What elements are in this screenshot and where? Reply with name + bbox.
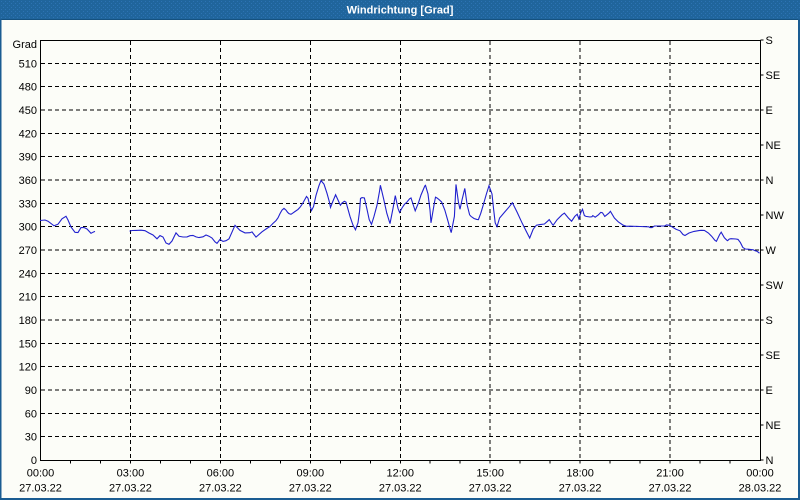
svg-text:21:00: 21:00 — [656, 468, 684, 480]
svg-text:S: S — [766, 315, 773, 327]
svg-text:SE: SE — [766, 70, 781, 82]
svg-text:00:00: 00:00 — [746, 468, 774, 480]
svg-text:S: S — [766, 35, 773, 47]
svg-text:27.03.22: 27.03.22 — [469, 483, 512, 495]
svg-text:00:00: 00:00 — [27, 468, 55, 480]
svg-text:Grad: Grad — [13, 39, 37, 51]
svg-text:240: 240 — [19, 268, 37, 280]
svg-text:510: 510 — [19, 58, 37, 70]
svg-text:15:00: 15:00 — [476, 468, 504, 480]
svg-text:210: 210 — [19, 292, 37, 304]
svg-text:N: N — [766, 455, 774, 467]
svg-text:120: 120 — [19, 362, 37, 374]
svg-text:27.03.22: 27.03.22 — [559, 483, 602, 495]
svg-text:E: E — [766, 385, 773, 397]
svg-text:03:00: 03:00 — [117, 468, 145, 480]
svg-text:0: 0 — [31, 455, 37, 467]
svg-text:27.03.22: 27.03.22 — [19, 483, 62, 495]
svg-text:30: 30 — [25, 432, 37, 444]
svg-text:W: W — [766, 245, 777, 257]
svg-text:SE: SE — [766, 350, 781, 362]
svg-text:90: 90 — [25, 385, 37, 397]
svg-text:420: 420 — [19, 128, 37, 140]
svg-text:180: 180 — [19, 315, 37, 327]
svg-text:SW: SW — [766, 280, 784, 292]
svg-text:150: 150 — [19, 338, 37, 350]
svg-text:27.03.22: 27.03.22 — [649, 483, 692, 495]
svg-text:28.03.22: 28.03.22 — [739, 483, 782, 495]
svg-text:NE: NE — [766, 420, 781, 432]
svg-text:N: N — [766, 175, 774, 187]
svg-text:06:00: 06:00 — [207, 468, 235, 480]
svg-text:360: 360 — [19, 175, 37, 187]
svg-text:NW: NW — [766, 210, 785, 222]
svg-text:270: 270 — [19, 245, 37, 257]
svg-text:09:00: 09:00 — [297, 468, 325, 480]
svg-text:27.03.22: 27.03.22 — [109, 483, 152, 495]
svg-text:450: 450 — [19, 105, 37, 117]
svg-text:480: 480 — [19, 82, 37, 94]
svg-text:NE: NE — [766, 140, 781, 152]
svg-text:390: 390 — [19, 152, 37, 164]
svg-text:E: E — [766, 105, 773, 117]
svg-text:27.03.22: 27.03.22 — [289, 483, 332, 495]
svg-text:27.03.22: 27.03.22 — [379, 483, 422, 495]
svg-text:330: 330 — [19, 198, 37, 210]
svg-text:Windrichtung [Grad]: Windrichtung [Grad] — [347, 5, 454, 17]
svg-text:27.03.22: 27.03.22 — [199, 483, 242, 495]
svg-text:18:00: 18:00 — [566, 468, 594, 480]
svg-text:12:00: 12:00 — [386, 468, 414, 480]
svg-text:60: 60 — [25, 408, 37, 420]
svg-text:300: 300 — [19, 222, 37, 234]
